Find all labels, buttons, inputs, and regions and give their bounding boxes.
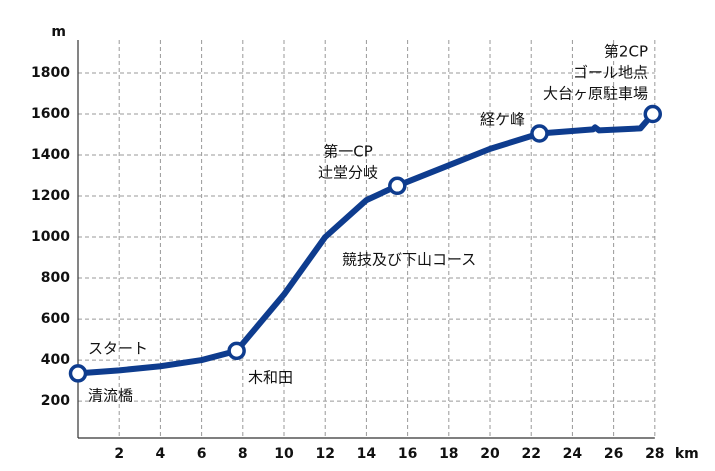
x-tick-label: 16 [398,446,417,462]
annotation: 第2CP [604,43,648,61]
y-tick-label: 1600 [31,106,70,122]
y-tick-label: 1800 [31,65,70,81]
y-tick-label: 1400 [31,147,70,163]
x-tick-label: 6 [197,446,207,462]
y-tick-label: 800 [41,270,70,286]
annotation: 辻堂分岐 [318,164,378,182]
waypoint-marker [388,176,407,196]
annotation: 経ケ峰 [480,111,525,129]
x-tick-label: 22 [521,446,540,462]
x-tick-label: 28 [645,446,664,462]
x-tick-label: 12 [315,446,334,462]
annotation: 競技及び下山コース [342,251,476,269]
y-tick-label: 600 [41,311,70,327]
y-unit: m [51,24,66,40]
waypoint-marker [530,124,549,143]
x-tick-label: 24 [563,446,583,462]
x-unit: km [675,446,699,462]
y-tick-label: 1200 [31,188,70,204]
x-tick-label: 14 [357,446,377,462]
x-tick-label: 2 [114,446,124,462]
waypoint-marker [227,341,246,361]
y-tick-label: 1000 [31,229,70,245]
annotation: 第一CP [323,143,373,161]
waypoint-marker [68,364,88,383]
x-tick-label: 8 [238,446,248,462]
annotation: ゴール地点 [573,64,648,82]
annotation: 清流橋 [88,387,133,405]
annotation: スタート [88,340,148,358]
x-tick-label: 4 [156,446,166,462]
waypoint-marker [643,104,663,124]
annotation: 木和田 [248,369,293,387]
x-tick-label: 26 [604,446,623,462]
x-tick-label: 18 [439,446,458,462]
annotation: 大台ヶ原駐車場 [543,85,648,103]
x-tick-label: 10 [274,446,294,462]
y-tick-label: 400 [41,352,70,368]
y-tick-label: 200 [41,393,70,409]
x-tick-label: 20 [480,446,500,462]
